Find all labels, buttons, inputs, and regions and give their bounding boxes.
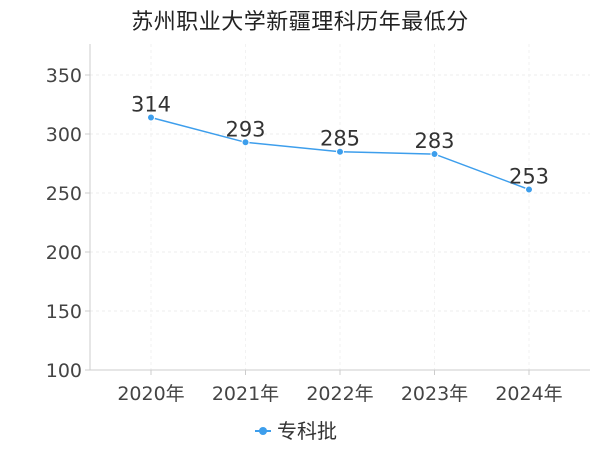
x-tick-label: 2021年 [212,383,279,405]
y-tick-label: 100 [46,360,82,382]
y-tick-label: 350 [46,65,82,87]
data-label: 293 [225,117,265,141]
y-tick-label: 250 [46,183,82,205]
x-tick-label: 2020年 [117,383,184,405]
chart-title: 苏州职业大学新疆理科历年最低分 [131,10,469,35]
y-tick-label: 300 [46,124,82,146]
data-point[interactable] [430,150,439,159]
x-tick-label: 2023年 [401,383,468,405]
data-label-layer: 314 293 285 283 253 [131,92,549,188]
legend-item[interactable]: 专科批 [255,419,337,443]
legend[interactable]: 专科批 [255,419,337,443]
data-point[interactable] [241,138,250,147]
x-tick-label: 2024年 [495,383,562,405]
y-tick-label: 200 [46,242,82,264]
series-layer [147,113,533,194]
data-label: 314 [131,92,171,116]
data-label: 285 [320,127,360,151]
x-tick-label: 2022年 [306,383,373,405]
grid-layer [90,44,590,370]
legend-label: 专科批 [277,419,337,443]
data-point[interactable] [147,113,155,122]
data-label: 283 [414,129,454,153]
data-point[interactable] [336,147,344,156]
axis-layer: 100 150 200 250 300 350 2020年 2021年 2022年 2023年 20… [46,44,590,405]
data-point[interactable] [525,185,533,194]
legend-marker-icon [259,427,267,435]
y-tick-label: 150 [46,301,82,323]
data-label: 253 [509,164,549,188]
